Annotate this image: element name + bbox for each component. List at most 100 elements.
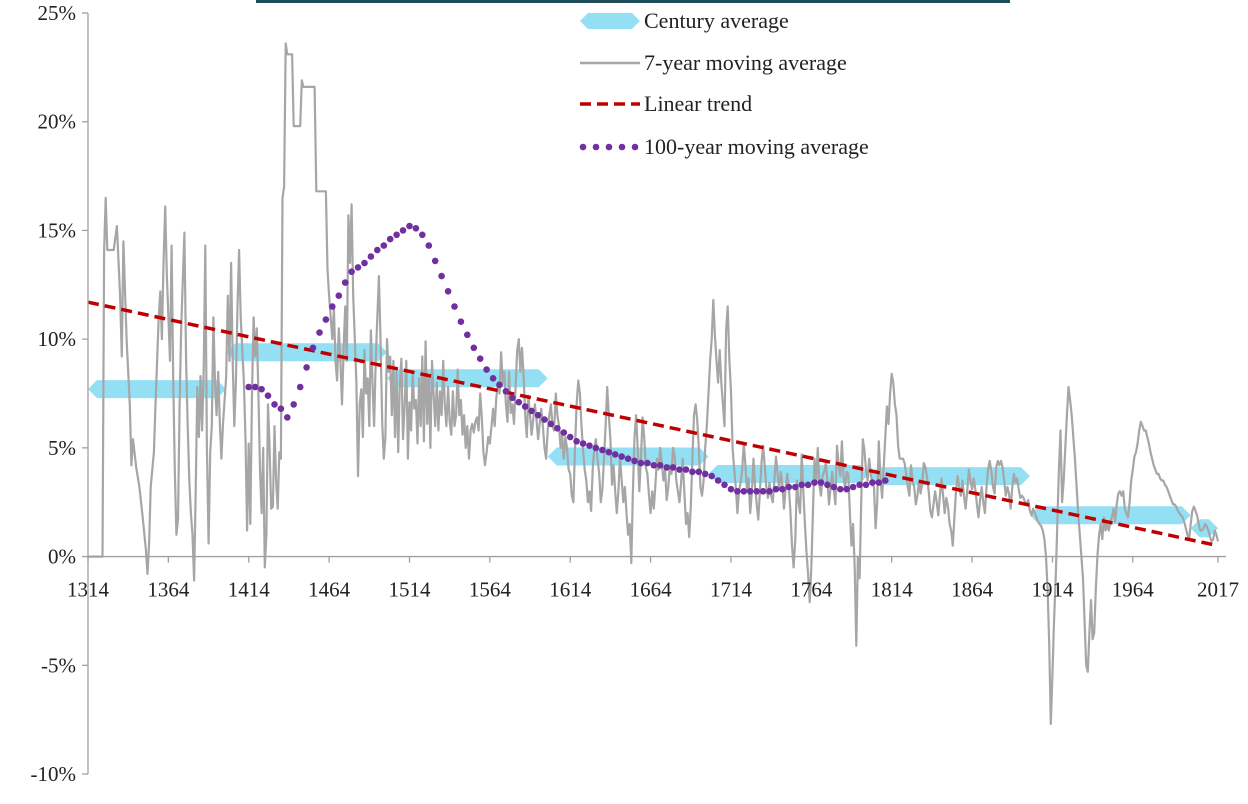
x-tick-label: 1614	[549, 578, 592, 602]
moving-average-100-point	[637, 459, 645, 467]
y-tick-label: 25%	[38, 1, 77, 25]
moving-average-100-layer	[245, 222, 889, 495]
moving-average-100-point	[444, 288, 452, 295]
moving-average-100-point	[830, 483, 838, 491]
moving-average-100-point	[386, 235, 394, 243]
moving-average-100-point	[862, 481, 870, 489]
legend-swatch-ma100	[592, 143, 600, 151]
legend-swatch-ma100	[579, 143, 587, 151]
moving-average-100-point	[824, 481, 831, 489]
moving-average-100-point	[329, 303, 336, 310]
x-tick-label: 1714	[710, 578, 753, 602]
moving-average-100-point	[656, 462, 664, 469]
x-tick-label: 1314	[67, 578, 110, 602]
moving-average-100-point	[682, 466, 690, 473]
legend-label: Linear trend	[644, 91, 752, 116]
century-average-band	[226, 343, 387, 362]
moving-average-100-point	[856, 481, 863, 489]
moving-average-100-point	[464, 331, 471, 339]
y-tick-label: 0%	[48, 545, 76, 569]
moving-average-100-point	[611, 451, 619, 458]
moving-average-100-point	[669, 464, 677, 471]
y-tick-label: 5%	[48, 436, 76, 460]
legend-swatch-ma100	[605, 143, 613, 151]
moving-average-100-point	[708, 472, 715, 480]
linear-trend-line	[87, 300, 1219, 548]
moving-average-100-point	[746, 488, 754, 495]
moving-average-100-point	[341, 279, 349, 286]
moving-average-100-point	[798, 481, 805, 489]
x-tick-label: 2017	[1197, 578, 1239, 602]
moving-average-100-point	[759, 488, 767, 495]
moving-average-100-point	[496, 381, 503, 389]
moving-average-100-point	[309, 344, 317, 352]
moving-average-100-point	[316, 329, 323, 336]
moving-average-100-point	[489, 375, 497, 382]
x-tick-label: 1564	[469, 578, 512, 602]
moving-average-100-point	[785, 483, 793, 491]
moving-average-100-point	[515, 398, 523, 406]
moving-average-100-point	[470, 344, 478, 352]
moving-average-100-point	[811, 479, 818, 486]
x-tick-label: 1364	[147, 578, 190, 602]
moving-average-100-point	[419, 231, 426, 239]
moving-average-100-point	[476, 355, 484, 363]
moving-average-100-point	[701, 470, 709, 478]
legend-item: 100-year moving average	[579, 134, 869, 159]
x-tick-label: 1664	[630, 578, 673, 602]
x-tick-label: 1814	[871, 578, 914, 602]
moving-average-100-point	[393, 231, 400, 239]
moving-average-100-point	[573, 438, 580, 445]
moving-average-100-point	[457, 318, 465, 326]
legend-swatch-ma100	[631, 143, 639, 151]
y-tick-label: 20%	[38, 110, 77, 134]
moving-average-100-point	[541, 416, 548, 423]
moving-average-100-point	[804, 481, 812, 489]
moving-average-100-point	[380, 242, 388, 249]
moving-average-100-point	[367, 253, 375, 260]
moving-average-100-point	[631, 457, 638, 465]
moving-average-100-point	[534, 411, 542, 419]
moving-average-100-point	[849, 483, 857, 491]
legend-item: Linear trend	[580, 91, 752, 116]
moving-average-100-point	[676, 466, 683, 473]
moving-average-100-point	[695, 468, 703, 476]
legend-item: Century average	[580, 8, 789, 33]
legend-label: Century average	[644, 8, 789, 33]
moving-average-100-point	[483, 366, 490, 373]
moving-average-100-point	[560, 429, 568, 436]
y-tick-label: 10%	[38, 327, 77, 351]
moving-average-100-point	[258, 385, 265, 393]
moving-average-100-point	[335, 292, 343, 300]
moving-average-100-point	[599, 446, 606, 454]
x-tick-label: 1914	[1031, 578, 1074, 602]
moving-average-100-point	[734, 488, 741, 495]
moving-average-100-point	[284, 414, 291, 421]
moving-average-100-point	[792, 483, 799, 491]
moving-average-100-point	[779, 485, 786, 493]
moving-average-100-point	[882, 477, 889, 484]
legend-label: 7-year moving average	[644, 50, 847, 75]
moving-average-100-point	[406, 222, 413, 230]
x-tick-label: 1464	[308, 578, 351, 602]
moving-average-100-point	[605, 448, 613, 456]
moving-average-100-point	[689, 468, 696, 476]
moving-average-100-point	[592, 444, 600, 452]
moving-average-100-point	[714, 477, 722, 484]
moving-average-100-point	[579, 440, 587, 447]
x-tick-label: 1764	[790, 578, 833, 602]
moving-average-100-point	[663, 464, 670, 471]
legend-item: 7-year moving average	[580, 50, 847, 75]
moving-average-100-point	[245, 383, 252, 391]
moving-average-100-point	[438, 272, 445, 280]
y-tick-label: 15%	[38, 218, 77, 242]
moving-average-100-point	[451, 303, 458, 310]
moving-average-100-point	[875, 479, 883, 486]
legend-swatch-ma100	[618, 143, 626, 151]
moving-average-100-point	[354, 264, 362, 271]
moving-average-100-point	[566, 433, 574, 441]
x-tick-label: 1964	[1112, 578, 1155, 602]
tick-labels-layer: 25% 20% 15% 10% 5% 0% -5% -10% 1314 1364 1414 1464 1…	[31, 1, 1240, 786]
moving-average-100-point	[843, 485, 850, 493]
moving-average-100-point	[509, 394, 516, 402]
